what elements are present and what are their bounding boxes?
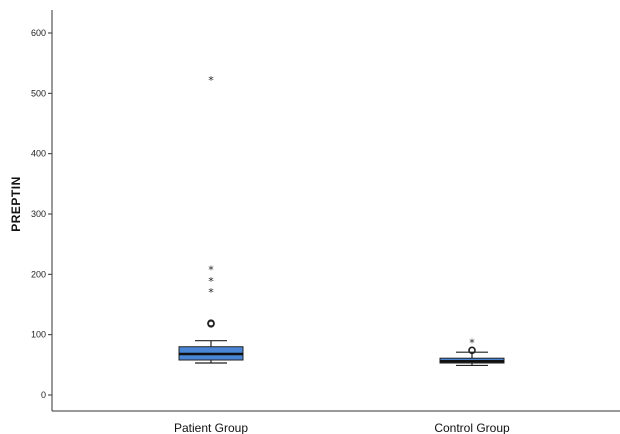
y-tick-label: 500 (31, 88, 46, 98)
x-category-label: Control Group (434, 421, 510, 434)
extreme-outlier-star: * (469, 336, 475, 349)
extreme-outlier-star: * (208, 263, 214, 276)
y-tick-label: 300 (31, 209, 46, 219)
extreme-outlier-star: * (208, 286, 214, 299)
extreme-outlier-star: * (208, 74, 214, 87)
box-group: **** (178, 74, 244, 364)
y-tick-label: 100 (31, 330, 46, 340)
extreme-outlier-star: * (208, 275, 214, 288)
y-axis-title: PREPTIN (9, 176, 23, 232)
y-ticks: 0 100 200 300 400 500 600 (31, 28, 52, 400)
outlier-circle (468, 346, 476, 355)
y-tick-label: 200 (31, 269, 46, 279)
outlier-circle (207, 319, 215, 328)
x-category-labels: Patient Group Control Group (174, 421, 510, 434)
box-group: * (439, 336, 505, 367)
box-groups: ***** (178, 74, 505, 367)
y-tick-label: 400 (31, 149, 46, 159)
axes (51, 10, 620, 412)
y-tick-label: 0 (41, 390, 46, 400)
y-tick-label: 600 (31, 28, 46, 38)
x-category-label: Patient Group (174, 421, 248, 434)
